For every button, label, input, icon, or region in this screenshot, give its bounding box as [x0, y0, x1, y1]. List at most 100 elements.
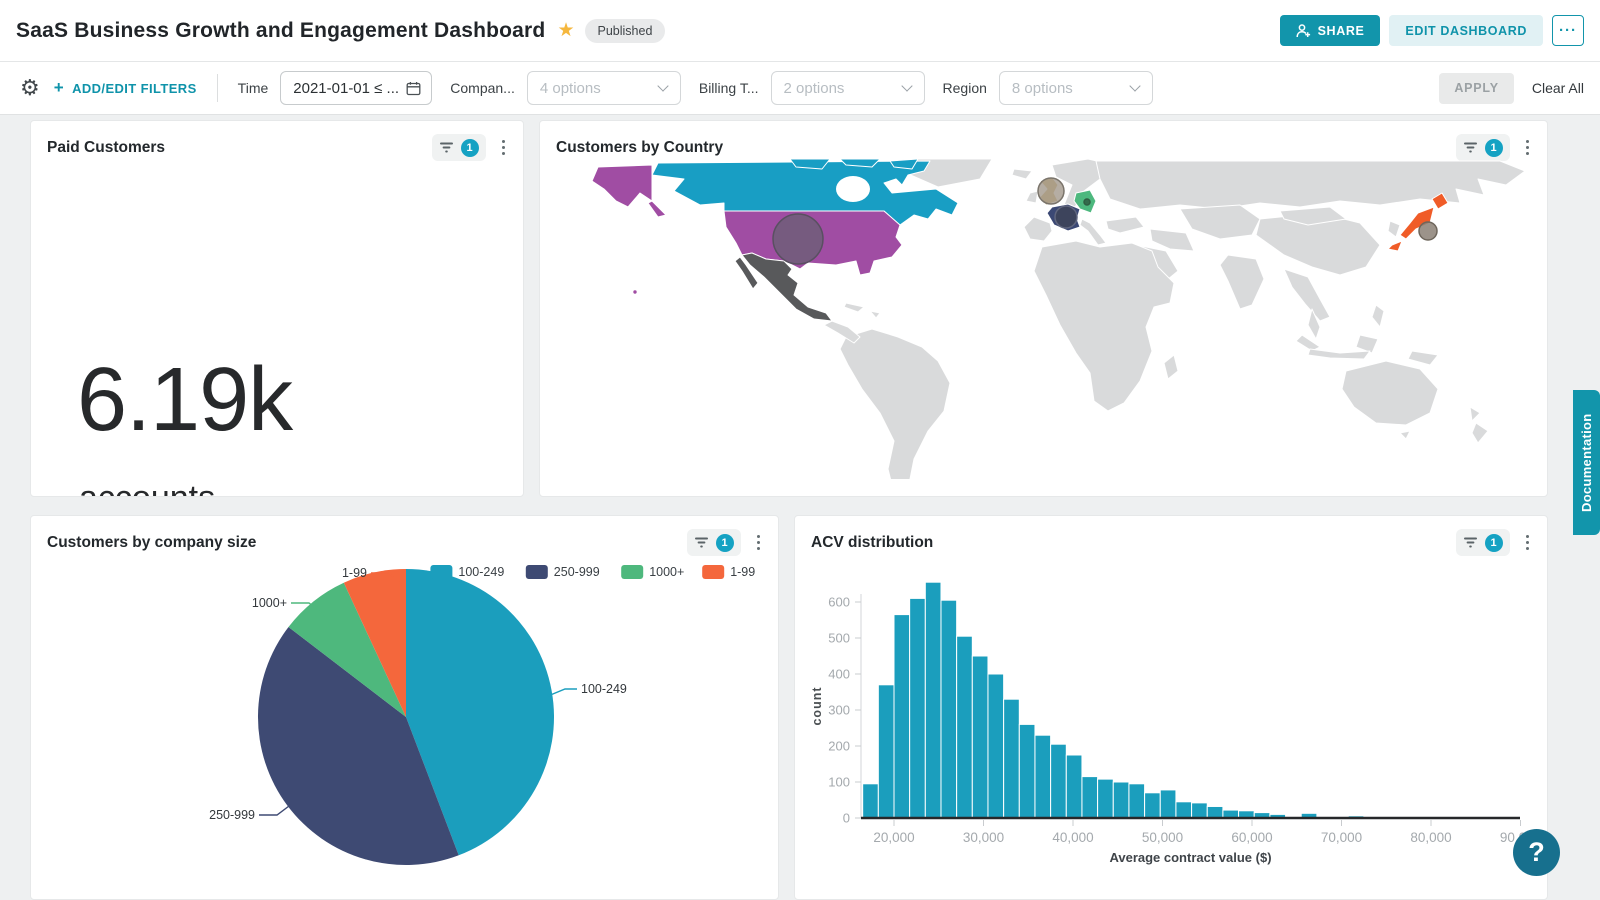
- map-india: [1219, 254, 1265, 310]
- svg-text:80,000: 80,000: [1410, 830, 1451, 845]
- svg-text:100: 100: [828, 775, 850, 790]
- company-filter-value: 4 options: [539, 79, 601, 97]
- funnel-icon: [1463, 142, 1477, 153]
- help-button[interactable]: ?: [1513, 829, 1560, 876]
- apply-button[interactable]: APPLY: [1439, 72, 1514, 104]
- edit-dashboard-button[interactable]: EDIT DASHBOARD: [1389, 15, 1543, 46]
- region-filter-value: 8 options: [1011, 79, 1073, 97]
- svg-text:0: 0: [843, 811, 850, 826]
- billing-filter-select[interactable]: 2 options: [770, 71, 925, 105]
- map-russia: [1095, 160, 1526, 210]
- page-title: SaaS Business Growth and Engagement Dash…: [16, 18, 546, 42]
- funnel-icon: [1463, 537, 1477, 548]
- svg-text:500: 500: [828, 631, 850, 646]
- svg-text:600: 600: [828, 595, 850, 610]
- plus-icon: +: [53, 78, 65, 97]
- region-filter-select[interactable]: 8 options: [998, 71, 1153, 105]
- filter-count-badge: 1: [715, 533, 734, 552]
- favorite-star-icon[interactable]: ★: [557, 20, 575, 41]
- svg-text:400: 400: [828, 667, 850, 682]
- svg-text:Average contract value ($): Average contract value ($): [1109, 850, 1271, 865]
- map-africa: [1033, 240, 1175, 412]
- chevron-down-icon: [657, 80, 669, 92]
- svg-text:1000+: 1000+: [252, 596, 287, 610]
- svg-text:20,000: 20,000: [873, 830, 914, 845]
- tile-filter-chip[interactable]: 1: [1455, 529, 1510, 556]
- map-central-america: [823, 320, 861, 344]
- help-question-icon: ?: [1528, 837, 1545, 867]
- tile-title: Customers by company size: [47, 533, 257, 551]
- share-person-icon: [1296, 23, 1310, 37]
- map-south-america: [839, 328, 951, 494]
- histogram-chart[interactable]: 0 100 200 300 400 500 600 20,000 30,000 40,000 50,…: [795, 556, 1548, 900]
- more-options-icon: ···: [1559, 22, 1577, 39]
- map-canada[interactable]: [651, 160, 959, 226]
- tile-acv-distribution: ACV distribution 1 0 100 200 300 400 500 600 20…: [794, 515, 1548, 900]
- tile-customers-by-country: Customers by Country 1: [539, 120, 1548, 497]
- map-japan[interactable]: [1431, 192, 1449, 210]
- svg-text:60,000: 60,000: [1231, 830, 1272, 845]
- documentation-tab-label: Documentation: [1579, 413, 1594, 512]
- add-edit-filters-button[interactable]: + ADD/EDIT FILTERS: [54, 78, 197, 98]
- svg-text:1000+: 1000+: [649, 565, 684, 579]
- svg-text:30,000: 30,000: [963, 830, 1004, 845]
- tile-menu-kebab-icon[interactable]: [1520, 136, 1536, 160]
- documentation-tab[interactable]: Documentation: [1573, 390, 1600, 535]
- share-button-label: SHARE: [1317, 23, 1365, 38]
- svg-text:1-99: 1-99: [342, 566, 367, 580]
- more-options-button[interactable]: ···: [1552, 15, 1584, 46]
- svg-text:70,000: 70,000: [1321, 830, 1362, 845]
- svg-text:1-99: 1-99: [730, 565, 755, 579]
- tile-paid-customers: Paid Customers 1 6.19k accounts: [30, 120, 524, 497]
- apply-button-label: APPLY: [1454, 81, 1499, 95]
- svg-text:100-249: 100-249: [458, 565, 504, 579]
- tile-menu-kebab-icon[interactable]: [496, 136, 512, 160]
- funnel-icon: [694, 537, 708, 548]
- tile-filter-chip[interactable]: 1: [1455, 134, 1510, 161]
- map-iberia: [1023, 216, 1053, 242]
- divider: [216, 74, 218, 102]
- svg-text:200: 200: [828, 739, 850, 754]
- tile-filter-chip[interactable]: 1: [431, 134, 486, 161]
- paid-customers-unit: accounts: [79, 479, 215, 496]
- filter-count-badge: 1: [460, 138, 479, 157]
- billing-filter-value: 2 options: [783, 79, 845, 97]
- map-italy: [1079, 218, 1107, 246]
- map-mexico[interactable]: [741, 252, 833, 322]
- chevron-down-icon: [1129, 80, 1141, 92]
- funnel-icon: [439, 142, 453, 153]
- svg-text:40,000: 40,000: [1052, 830, 1093, 845]
- region-filter-label: Region: [942, 80, 987, 96]
- svg-text:count: count: [810, 686, 824, 725]
- share-button[interactable]: SHARE: [1279, 15, 1381, 46]
- time-filter-label: Time: [237, 80, 269, 96]
- map-australia: [1341, 360, 1439, 426]
- clear-all-button[interactable]: Clear All: [1531, 80, 1584, 96]
- world-map-chart[interactable]: [540, 158, 1548, 494]
- tile-customers-by-company-size: Customers by company size 1 1-99 1000+ 250…: [30, 515, 779, 900]
- calendar-icon: [406, 81, 421, 95]
- time-filter-input[interactable]: 2021-01-01 ≤ ...: [280, 71, 433, 105]
- edit-dashboard-label: EDIT DASHBOARD: [1405, 23, 1527, 38]
- company-filter-select[interactable]: 4 options: [526, 71, 681, 105]
- map-alaska[interactable]: [591, 164, 653, 208]
- svg-text:50,000: 50,000: [1142, 830, 1183, 845]
- map-hudson-bay: [836, 176, 870, 202]
- tile-menu-kebab-icon[interactable]: [1520, 531, 1536, 555]
- pie-chart[interactable]: 1-99 1000+ 250-999 100-249 1-99 1000+ 250-999 1…: [31, 556, 779, 900]
- tile-filter-chip[interactable]: 1: [686, 529, 741, 556]
- tile-title: Customers by Country: [556, 138, 724, 156]
- time-filter-value: 2021-01-01 ≤ ...: [293, 79, 400, 97]
- status-badge: Published: [584, 18, 666, 43]
- svg-text:250-999: 250-999: [554, 565, 600, 579]
- map-hawaii: [632, 289, 638, 295]
- map-bubbles[interactable]: [772, 177, 1438, 265]
- tile-menu-kebab-icon[interactable]: [751, 531, 767, 555]
- company-filter-label: Compan...: [450, 80, 515, 96]
- app-header: SaaS Business Growth and Engagement Dash…: [0, 0, 1600, 62]
- svg-text:300: 300: [828, 703, 850, 718]
- filter-settings-gear-icon[interactable]: ⚙: [20, 75, 40, 100]
- svg-text:100-249: 100-249: [581, 682, 627, 696]
- chevron-down-icon: [900, 80, 913, 92]
- paid-customers-value: 6.19k: [77, 350, 293, 450]
